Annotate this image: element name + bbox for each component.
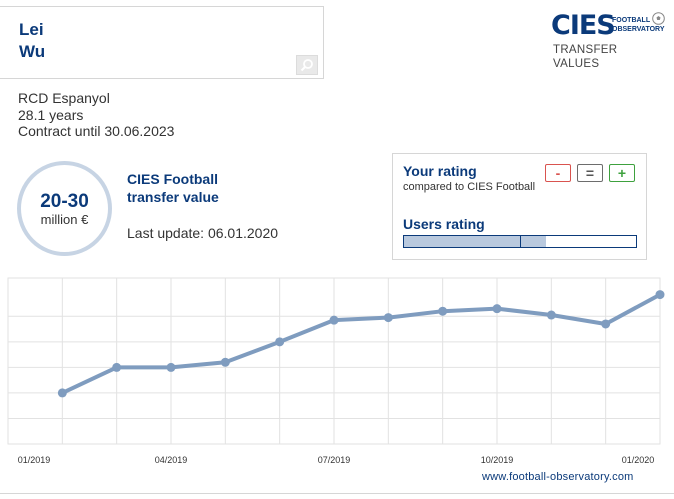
users-rating-marker: [520, 236, 521, 247]
chart-data-point: [112, 362, 122, 372]
logo-sub-line2: OBSERVATORY: [612, 26, 665, 33]
users-rating-bar: [403, 235, 637, 248]
footer-url[interactable]: www.football-observatory.com: [482, 471, 634, 483]
chart-data-point: [329, 315, 339, 325]
chart-series-line: [60, 292, 662, 395]
player-first-name: Lei: [19, 20, 44, 39]
chart-data-point: [655, 290, 665, 300]
transfer-value-chart: 01/2019 04/2019 07/2019 10/2019 01/2020: [7, 277, 665, 465]
transfer-value-label-line1: CIES Football: [127, 171, 218, 187]
player-contract: Contract until 30.06.2023: [18, 123, 175, 139]
chart-x-tick-label: 01/2019: [18, 455, 51, 465]
chart-data-point: [492, 304, 502, 314]
rating-minus-button[interactable]: -: [545, 164, 571, 182]
transfer-value-label-line2: transfer value: [127, 189, 219, 205]
users-rating-fill: [404, 236, 546, 247]
player-club: RCD Espanyol: [18, 90, 110, 106]
chart-data-point: [57, 388, 67, 398]
chart-data-point: [166, 362, 176, 372]
cies-logo: CIES FOOTBALL OBSERVATORY: [551, 10, 669, 42]
football-icon: [652, 12, 665, 25]
player-info: RCD Espanyol 28.1 years Contract until 3…: [18, 90, 174, 140]
transfer-value-range: 20-30: [40, 190, 89, 212]
chart-x-tick-label: 04/2019: [155, 455, 188, 465]
tagline-line1: TRANSFER: [553, 44, 618, 56]
transfer-value-circle: 20-30 million €: [17, 161, 112, 256]
rating-equal-button[interactable]: =: [577, 164, 603, 182]
last-update: Last update: 06.01.2020: [127, 225, 279, 241]
chart-x-tick-label: 01/2020: [622, 455, 655, 465]
chart-data-point: [275, 337, 285, 347]
transfer-value-unit: million €: [40, 211, 89, 227]
your-rating-subtitle: compared to CIES Football: [403, 181, 536, 193]
logo-sub-line1: FOOTBALL: [612, 17, 651, 24]
users-rating-title: Users rating: [403, 216, 485, 232]
chart-data-point: [438, 306, 448, 316]
chart-data-point: [220, 357, 230, 367]
player-age: 28.1 years: [18, 106, 84, 123]
tagline-line2: VALUES: [553, 58, 600, 70]
chart-x-tick-label: 07/2019: [318, 455, 351, 465]
rating-plus-button[interactable]: +: [609, 164, 635, 182]
chart-data-point: [601, 319, 611, 329]
logo-subtitle: FOOTBALL OBSERVATORY: [612, 16, 668, 34]
transfer-values-tagline: TRANSFER VALUES: [553, 43, 617, 71]
search-icon: [300, 59, 313, 72]
logo-brand: CIES: [551, 10, 616, 41]
player-last-name: Wu: [19, 42, 46, 61]
chart-data-point: [383, 313, 393, 323]
search-button[interactable]: [296, 55, 318, 75]
rating-panel: Your rating compared to CIES Football - …: [392, 153, 647, 260]
transfer-value-label: CIES Football transfer value: [127, 170, 219, 206]
your-rating-title: Your rating: [403, 163, 477, 179]
chart-x-tick-label: 10/2019: [481, 455, 514, 465]
player-name-panel: Lei Wu: [0, 6, 324, 79]
chart-data-point: [546, 310, 556, 320]
bottom-divider: [0, 493, 674, 494]
